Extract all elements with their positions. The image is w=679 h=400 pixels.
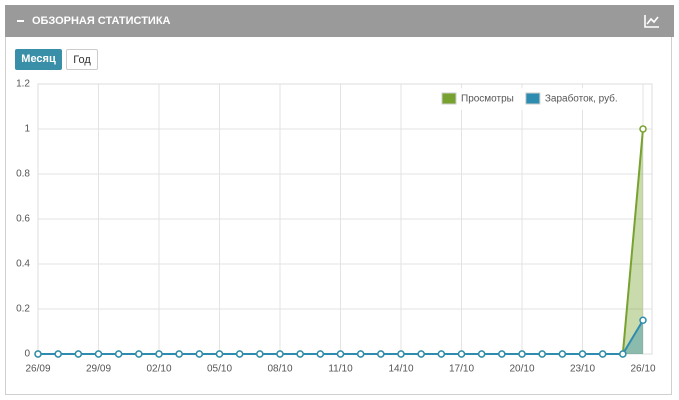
data-point	[296, 350, 304, 358]
panel-title: ОБЗОРНАЯ СТАТИСТИКА	[32, 15, 171, 27]
y-tick-label: 1.2	[16, 79, 30, 90]
data-point	[619, 350, 627, 358]
data-point	[356, 350, 365, 358]
data-point	[215, 350, 224, 358]
data-point	[94, 350, 103, 358]
data-point	[74, 350, 83, 358]
y-tick-label: 0	[24, 349, 30, 360]
legend-swatch	[525, 92, 541, 105]
x-tick-label: 08/10	[267, 364, 292, 375]
data-point	[437, 350, 446, 358]
data-point	[417, 350, 425, 358]
y-tick-label: 0.6	[16, 214, 30, 225]
x-tick-label: 02/10	[146, 364, 171, 375]
data-point	[558, 350, 567, 358]
tab-button[interactable]: Месяц	[15, 49, 62, 70]
data-point	[34, 350, 42, 358]
x-tick-label: 11/10	[328, 364, 353, 375]
data-point	[598, 350, 607, 358]
y-tick-label: 0.8	[16, 169, 30, 180]
data-point	[518, 350, 526, 358]
data-point	[195, 350, 204, 358]
x-tick-label: 26/10	[630, 364, 655, 375]
data-point	[114, 350, 123, 358]
panel-header: ОБЗОРНАЯ СТАТИСТИКА	[5, 5, 674, 37]
data-point	[397, 350, 405, 358]
data-point	[377, 350, 385, 358]
collapse-icon[interactable]	[17, 20, 24, 22]
data-point	[256, 350, 264, 358]
data-point	[578, 350, 587, 358]
legend-label: Просмотры	[461, 94, 514, 105]
tab-button[interactable]: Год	[66, 49, 98, 70]
data-point	[155, 350, 163, 358]
data-point	[135, 350, 143, 358]
data-point	[538, 350, 546, 358]
x-tick-label: 14/10	[388, 364, 413, 375]
data-point	[639, 125, 647, 133]
data-point	[498, 350, 506, 358]
y-tick-label: 0.2	[16, 304, 30, 315]
x-tick-label: 20/10	[509, 364, 534, 375]
data-point	[457, 350, 466, 358]
x-tick-label: 29/09	[86, 364, 111, 375]
data-point	[336, 350, 345, 358]
data-point	[235, 350, 244, 358]
x-tick-label: 23/10	[570, 364, 595, 375]
data-point	[276, 350, 284, 358]
data-point	[477, 350, 486, 358]
data-point	[175, 350, 183, 358]
x-tick-label: 05/10	[207, 364, 232, 375]
chart-icon[interactable]	[643, 13, 661, 29]
x-tick-label: 17/10	[449, 364, 474, 375]
y-tick-label: 0.4	[16, 259, 30, 270]
data-point	[639, 316, 647, 324]
data-point	[316, 350, 325, 358]
data-point	[54, 350, 62, 358]
y-tick-label: 1	[24, 124, 30, 135]
x-tick-label: 26/09	[25, 364, 50, 375]
legend-label: Заработок, руб.	[545, 93, 618, 105]
legend-swatch	[441, 92, 457, 105]
